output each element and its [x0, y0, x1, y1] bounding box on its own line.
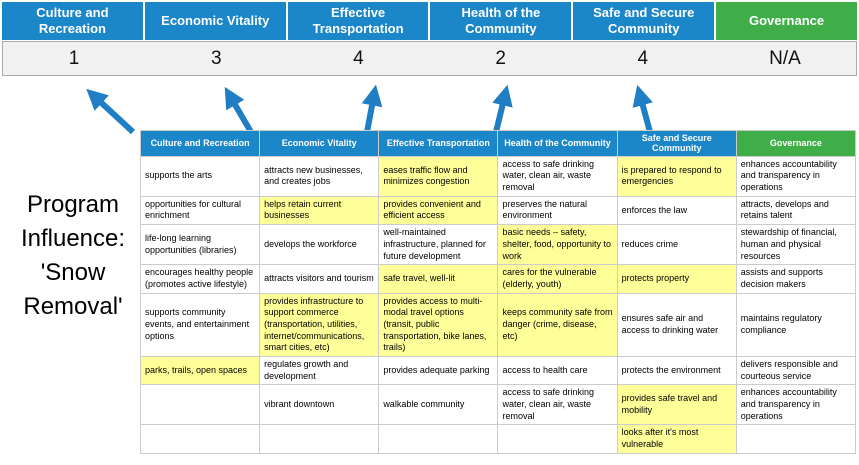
matrix-cell: helps retain current businesses: [259, 195, 380, 226]
matrix-cell: opportunities for cultural enrichment: [139, 195, 261, 226]
matrix-cell: provides convenient and efficient access: [378, 195, 499, 226]
matrix-cell: provides access to multi-modal travel op…: [378, 292, 499, 358]
banner-label: Effective Transportation: [312, 5, 404, 36]
matrix-row: parks, trails, open spaces regulates grow…: [139, 355, 857, 386]
banner-safe-and-secure-community: Safe and Secure Community: [573, 2, 715, 40]
matrix-cell: safe travel, well-lit: [378, 264, 499, 294]
arrows-layer: [86, 84, 653, 135]
matrix-cell: cares for the vulnerable (elderly, youth…: [497, 264, 618, 294]
matrix-cell-empty: [139, 384, 261, 426]
matrix-header-economic-vitality: Economic Vitality: [259, 130, 380, 157]
score-safe-and-secure-community: 4: [637, 47, 649, 69]
matrix-cell: basic needs – safety, shelter, food, opp…: [497, 224, 618, 266]
banner-label: Economic Vitality: [161, 13, 270, 29]
matrix-cell: attracts, develops and retains talent: [735, 195, 857, 226]
score-governance: N/A: [769, 47, 801, 69]
matrix-cell: stewardship of financial, human and phys…: [735, 224, 857, 266]
matrix-cell-empty: [139, 424, 261, 454]
up-arrow-icon: [86, 88, 136, 135]
matrix-row: life-long learning opportunities (librar…: [139, 224, 857, 266]
up-arrow-icon: [361, 84, 383, 133]
matrix-header-governance: Governance: [735, 130, 857, 157]
matrix-cell: encourages healthy people (promotes acti…: [139, 264, 261, 294]
matrix-cell: access to health care: [497, 355, 618, 386]
matrix-cell: delivers responsible and courteous servi…: [735, 355, 857, 386]
matrix-cell: looks after it's most vulnerable: [616, 424, 737, 454]
matrix-cell: parks, trails, open spaces: [139, 355, 261, 386]
score-row: 1 3 4 2 4 N/A: [2, 41, 857, 76]
banner-label: Governance: [748, 13, 825, 29]
matrix-cell: provides adequate parking: [378, 355, 499, 386]
matrix-cell: enhances accountability and transparency…: [735, 384, 857, 426]
matrix-cell: keeps community safe from danger (crime,…: [497, 292, 618, 358]
matrix-row: vibrant downtown walkable community access…: [139, 384, 857, 426]
matrix-row: looks after it's most vulnerable: [139, 424, 857, 454]
matrix-row: supports community events, and entertain…: [139, 292, 857, 358]
matrix-cell: enforces the law: [616, 195, 737, 226]
matrix-cell: provides safe travel and mobility: [616, 384, 737, 426]
program-title: Program Influence: 'Snow Removal': [20, 191, 126, 321]
matrix-cell: maintains regulatory compliance: [735, 292, 857, 358]
up-arrow-icon: [492, 84, 513, 133]
banner-governance: Governance: [716, 2, 857, 40]
banner-culture-and-recreation: Culture and Recreation: [2, 2, 143, 40]
matrix-header-effective-transportation: Effective Transportation: [378, 130, 499, 157]
pillar-banner: Culture and Recreation Economic Vitality E…: [2, 2, 857, 40]
matrix-cell: access to safe drinking water, clean air…: [497, 155, 618, 197]
banner-label: Safe and Secure Community: [593, 5, 695, 36]
matrix-header-row: Culture and Recreation Economic Vitality E…: [139, 130, 857, 157]
up-arrow-icon: [632, 84, 653, 133]
matrix-cell: protects the environment: [616, 355, 737, 386]
score-health-of-the-community: 2: [495, 47, 506, 69]
matrix-cell-empty: [259, 424, 380, 454]
matrix-cell: assists and supports decision makers: [735, 264, 857, 294]
matrix-cell-empty: [497, 424, 618, 454]
banner-label: Culture and Recreation: [36, 5, 109, 36]
score-economic-vitality: 3: [210, 47, 222, 69]
matrix-cell: well-maintained infrastructure, planned …: [378, 224, 499, 266]
matrix-cell: supports the arts: [139, 155, 261, 197]
matrix-cell: supports community events, and entertain…: [139, 292, 261, 358]
matrix-cell: walkable community: [378, 384, 499, 426]
matrix-cell: provides infrastructure to support comme…: [259, 292, 380, 358]
matrix-header-health-of-the-community: Health of the Community: [497, 130, 618, 157]
matrix-cell: enhances accountability and transparency…: [735, 155, 857, 197]
score-culture-and-recreation: 1: [68, 47, 80, 69]
matrix-cell: regulates growth and development: [259, 355, 380, 386]
matrix-cell-empty: [735, 424, 857, 454]
score-effective-transportation: 4: [353, 47, 364, 69]
matrix-cell: is prepared to respond to emergencies: [616, 155, 737, 197]
matrix-cell: vibrant downtown: [259, 384, 380, 426]
matrix-cell: ensures safe air and access to drinking …: [616, 292, 737, 358]
matrix-header-culture-and-recreation: Culture and Recreation: [139, 130, 261, 157]
matrix-cell: develops the workforce: [259, 224, 380, 266]
matrix-cell: preserves the natural environment: [497, 195, 618, 226]
up-arrow-icon: [224, 86, 254, 134]
matrix-row: encourages healthy people (promotes acti…: [139, 264, 857, 294]
influence-matrix: Culture and Recreation Economic Vitality E…: [139, 130, 857, 454]
matrix-row: supports the arts attracts new businesses…: [139, 155, 857, 197]
matrix-cell: protects property: [616, 264, 737, 294]
matrix-cell: life-long learning opportunities (librar…: [139, 224, 261, 266]
banner-effective-transportation: Effective Transportation: [287, 2, 429, 40]
matrix-header-safe-and-secure-community: Safe and Secure Community: [616, 130, 737, 157]
matrix-cell-empty: [378, 424, 499, 454]
matrix-cell: attracts visitors and tourism: [259, 264, 380, 294]
matrix-cell: eases traffic flow and minimizes congest…: [378, 155, 499, 197]
banner-economic-vitality: Economic Vitality: [144, 2, 286, 40]
banner-label: Health of the Community: [461, 5, 541, 36]
matrix-cell: reduces crime: [616, 224, 737, 266]
matrix-cell: attracts new businesses, and creates job…: [259, 155, 380, 197]
matrix-cell: access to safe drinking water, clean air…: [497, 384, 618, 426]
banner-health-of-the-community: Health of the Community: [430, 2, 572, 40]
matrix-row: opportunities for cultural enrichment hel…: [139, 195, 857, 226]
